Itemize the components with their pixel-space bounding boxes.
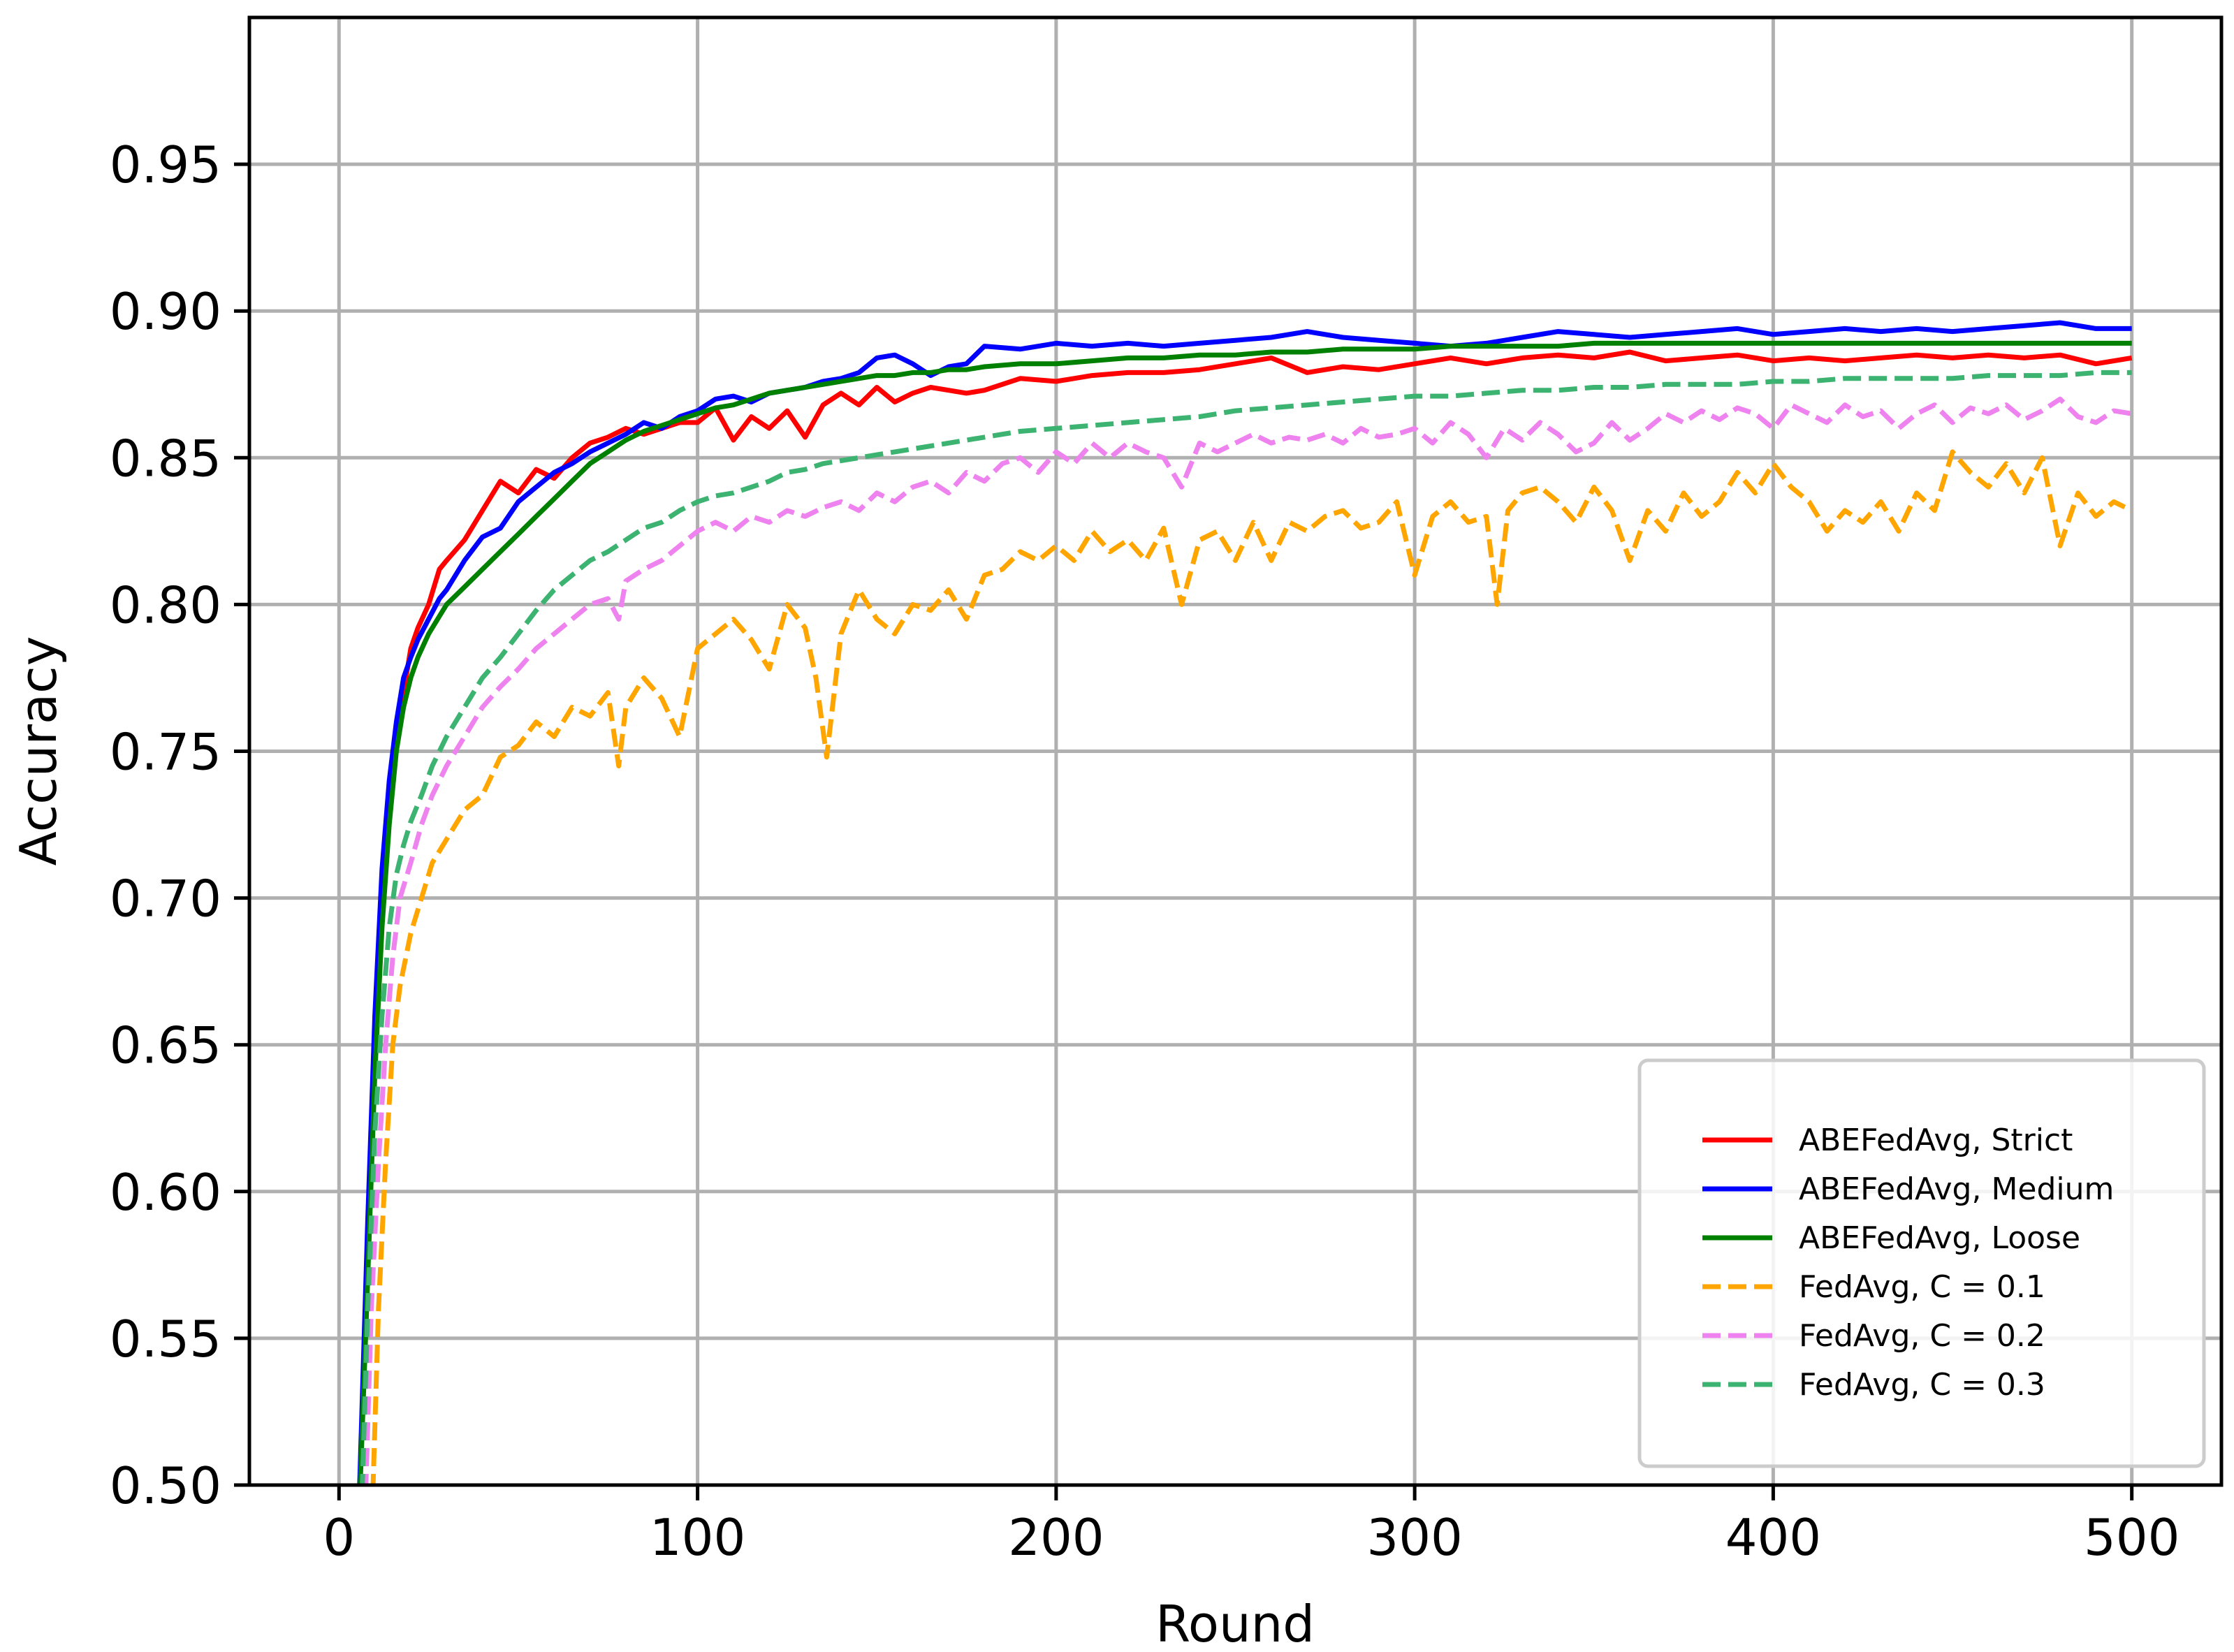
y-tick-label: 0.60 [110,1163,221,1222]
legend-label-4: FedAvg, C = 0.1 [1799,1269,2045,1305]
legend-box [1637,1058,2206,1468]
y-tick-label: 0.70 [110,870,221,928]
series-line-1 [357,349,2133,1485]
y-tick-label: 0.85 [110,429,221,488]
grid-lines [249,17,2221,1487]
y-tick-label: 0.65 [110,1016,221,1075]
legend-label-3: ABEFedAvg, Loose [1799,1220,2080,1256]
x-tick-label: 300 [1366,1508,1462,1567]
x-axis-label: Round [1155,1595,1315,1649]
y-tick-label: 0.50 [110,1456,221,1515]
x-tick-label: 0 [323,1508,355,1567]
y-tick-label: 0.95 [110,136,221,194]
x-tick-label: 500 [2084,1508,2180,1567]
axes [234,162,2134,1500]
series-line-2 [357,320,2132,1485]
legend-label-5: FedAvg, C = 0.2 [1799,1318,2045,1354]
series-lines [357,320,2133,1485]
series-line-6 [360,370,2132,1485]
tick-labels: 0 100 200 300 400 500 0.50 0.55 0.60 0.65 0.70 0.75… [110,136,2180,1567]
y-tick-label: 0.75 [110,723,221,782]
series-line-5 [363,396,2133,1485]
x-tick-label: 200 [1008,1508,1104,1567]
y-tick-label: 0.90 [110,282,221,341]
series-line-3 [358,340,2132,1485]
x-tick-label: 400 [1725,1508,1821,1567]
legend: ABEFedAvg, Strict ABEFedAvg, Medium ABEFed… [1637,1058,2206,1468]
y-tick-label: 0.55 [110,1310,221,1368]
legend-label-6: FedAvg, C = 0.3 [1799,1367,2045,1403]
x-tick-label: 100 [650,1508,745,1567]
legend-label-1: ABEFedAvg, Strict [1799,1123,2073,1158]
series-line-4 [370,449,2133,1485]
legend-label-2: ABEFedAvg, Medium [1799,1171,2114,1207]
y-tick-label: 0.80 [110,576,221,634]
plot-frame [247,15,2224,1487]
y-axis-label: Accuracy [9,636,68,866]
